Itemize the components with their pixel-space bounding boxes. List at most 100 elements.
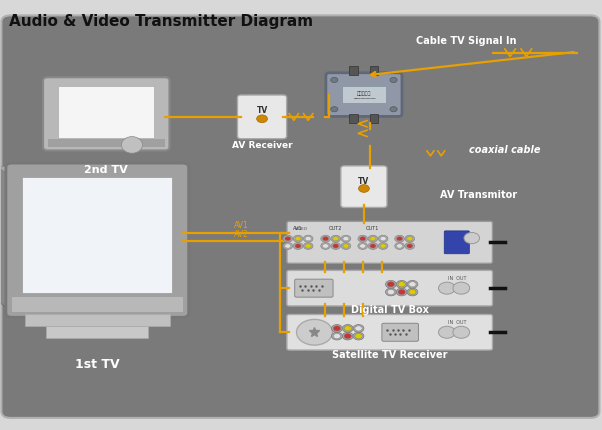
Circle shape	[343, 237, 349, 241]
Circle shape	[343, 244, 349, 249]
Text: Audio & Video Transmitter Diagram: Audio & Video Transmitter Diagram	[9, 14, 313, 29]
Circle shape	[453, 326, 470, 338]
Circle shape	[303, 243, 313, 250]
Circle shape	[256, 116, 267, 123]
FancyBboxPatch shape	[287, 222, 492, 264]
Text: TV: TV	[256, 106, 268, 115]
Bar	[349, 115, 358, 124]
FancyBboxPatch shape	[287, 315, 492, 350]
FancyBboxPatch shape	[237, 96, 287, 139]
Circle shape	[297, 319, 332, 345]
Circle shape	[378, 243, 388, 250]
Circle shape	[330, 78, 338, 83]
Circle shape	[397, 244, 403, 249]
Circle shape	[385, 289, 396, 296]
Text: OUT1: OUT1	[366, 226, 380, 230]
Circle shape	[343, 332, 353, 340]
Circle shape	[396, 289, 407, 296]
Circle shape	[405, 243, 415, 250]
Bar	[349, 67, 358, 76]
Circle shape	[283, 243, 293, 250]
Bar	[46, 326, 148, 338]
FancyBboxPatch shape	[295, 280, 333, 298]
Circle shape	[380, 244, 386, 249]
Circle shape	[283, 236, 293, 243]
Circle shape	[333, 237, 339, 241]
Circle shape	[295, 244, 301, 249]
Circle shape	[358, 243, 367, 250]
Circle shape	[453, 283, 470, 295]
Circle shape	[390, 78, 397, 83]
FancyBboxPatch shape	[1, 16, 600, 418]
Text: 2nd TV: 2nd TV	[84, 165, 128, 175]
Circle shape	[409, 282, 416, 287]
Circle shape	[407, 244, 413, 249]
FancyBboxPatch shape	[43, 78, 170, 151]
Text: AV Transmitor: AV Transmitor	[439, 190, 517, 200]
Circle shape	[330, 108, 338, 113]
FancyBboxPatch shape	[341, 166, 387, 208]
Text: VIDEO: VIDEO	[296, 226, 308, 230]
Circle shape	[390, 108, 397, 113]
Circle shape	[380, 237, 386, 241]
Circle shape	[332, 325, 343, 332]
Circle shape	[407, 281, 418, 289]
Circle shape	[405, 236, 415, 243]
Circle shape	[398, 282, 405, 287]
Text: AV Receiver: AV Receiver	[232, 141, 293, 150]
Circle shape	[305, 237, 311, 241]
Text: Digital TV Box: Digital TV Box	[351, 304, 429, 314]
Circle shape	[396, 281, 407, 289]
Bar	[25, 314, 170, 326]
FancyBboxPatch shape	[287, 271, 492, 306]
Bar	[370, 115, 379, 124]
Circle shape	[368, 236, 377, 243]
Circle shape	[360, 244, 366, 249]
Circle shape	[368, 243, 377, 250]
Circle shape	[293, 243, 303, 250]
Text: AV2: AV2	[234, 230, 249, 239]
Circle shape	[464, 233, 480, 244]
Text: coaxial cable: coaxial cable	[469, 144, 540, 155]
Circle shape	[285, 237, 291, 241]
Circle shape	[285, 244, 291, 249]
Ellipse shape	[122, 137, 143, 154]
Circle shape	[333, 244, 339, 249]
Circle shape	[321, 243, 330, 250]
Circle shape	[331, 243, 341, 250]
Circle shape	[341, 236, 351, 243]
Circle shape	[293, 236, 303, 243]
Circle shape	[303, 236, 313, 243]
Text: 1st TV: 1st TV	[75, 357, 120, 370]
Text: IN  OUT: IN OUT	[448, 319, 467, 324]
Circle shape	[409, 290, 416, 295]
Circle shape	[344, 334, 352, 339]
Text: Satellite TV Receiver: Satellite TV Receiver	[332, 350, 447, 359]
Circle shape	[395, 236, 405, 243]
Circle shape	[395, 243, 405, 250]
Circle shape	[438, 326, 455, 338]
Circle shape	[387, 290, 394, 295]
FancyBboxPatch shape	[6, 164, 188, 317]
Bar	[48, 140, 165, 148]
Circle shape	[323, 244, 329, 249]
Text: TV: TV	[358, 176, 370, 185]
Polygon shape	[0, 167, 182, 178]
Text: ─────────: ─────────	[353, 97, 375, 101]
Circle shape	[355, 326, 362, 331]
Circle shape	[358, 236, 367, 243]
Circle shape	[407, 237, 413, 241]
Text: AV1: AV1	[234, 221, 249, 230]
Circle shape	[295, 237, 301, 241]
FancyBboxPatch shape	[382, 323, 418, 341]
Text: Cable TV Signal In: Cable TV Signal In	[416, 36, 517, 46]
Circle shape	[353, 332, 364, 340]
Circle shape	[341, 243, 351, 250]
Circle shape	[359, 185, 369, 193]
Circle shape	[370, 237, 376, 241]
Circle shape	[332, 332, 343, 340]
Bar	[12, 297, 182, 313]
Circle shape	[385, 281, 396, 289]
Circle shape	[407, 289, 418, 296]
Circle shape	[353, 325, 364, 332]
